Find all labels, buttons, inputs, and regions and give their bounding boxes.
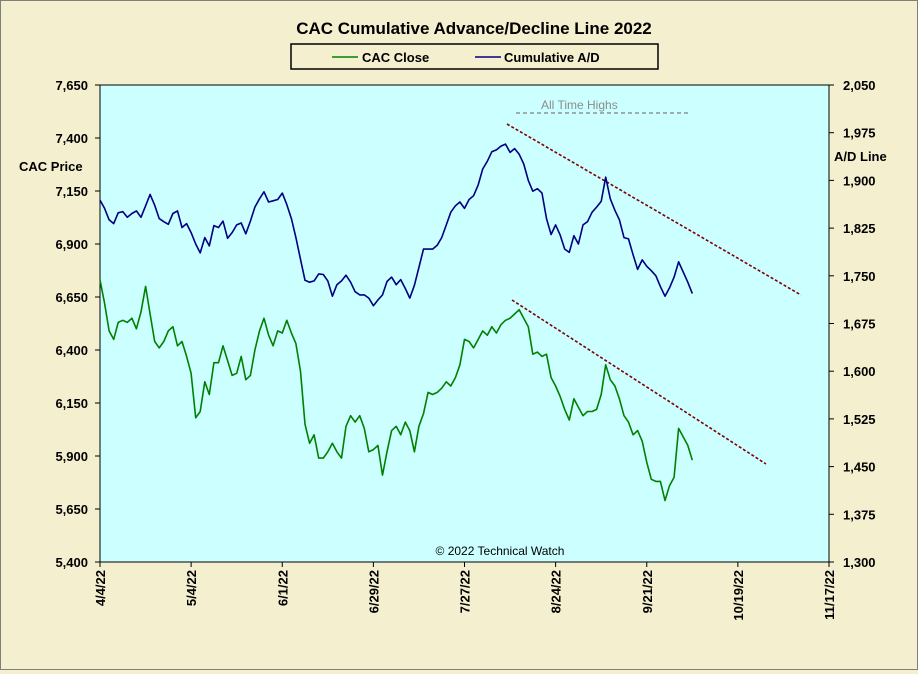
right-tick-label: 1,975: [843, 126, 876, 141]
cac-downtrend-line: [511, 299, 767, 465]
ad-downtrend-line: [506, 123, 802, 296]
x-axis: 4/4/22 5/4/22 6/1/22 6/29/22 7/27/22 8/24/22 9…: [93, 562, 837, 621]
copyright-note: © 2022 Technical Watch: [436, 544, 565, 558]
all-time-highs-label: All Time Highs: [541, 98, 618, 112]
right-tick-label: 1,450: [843, 460, 876, 475]
right-tick-label: 1,750: [843, 269, 876, 284]
left-tick-label: 6,900: [55, 237, 88, 252]
right-tick-label: 1,375: [843, 507, 876, 522]
x-tick-label: 8/24/22: [549, 570, 564, 613]
left-tick-label: 6,650: [55, 290, 88, 305]
x-tick-label: 9/21/22: [640, 570, 655, 613]
plot-area: [99, 84, 830, 563]
x-tick-label: 11/17/22: [822, 570, 837, 620]
right-tick-label: 1,525: [843, 412, 876, 427]
right-axis-label: A/D Line: [834, 149, 887, 164]
right-tick-label: 1,600: [843, 364, 876, 379]
right-tick-label: 1,675: [843, 317, 876, 332]
x-tick-label: 6/29/22: [366, 570, 381, 613]
left-tick-label: 5,400: [55, 555, 88, 570]
x-tick-label: 6/1/22: [275, 570, 290, 606]
right-tick-label: 1,300: [843, 555, 876, 570]
left-tick-label: 7,650: [55, 78, 88, 93]
series-line-cac-close: [99, 279, 694, 502]
left-tick-label: 6,150: [55, 396, 88, 411]
legend: CAC Close Cumulative A/D: [290, 43, 659, 70]
left-tick-label: 5,650: [55, 502, 88, 517]
left-tick-label: 7,150: [55, 184, 88, 199]
left-tick-label: 5,900: [55, 449, 88, 464]
x-tick-label: 5/4/22: [184, 570, 199, 606]
left-axis: 7,650 7,400 7,150 6,900 6,650 6,400 6,150 5,900…: [55, 78, 100, 570]
series-layer: [99, 143, 694, 502]
right-tick-label: 1,900: [843, 173, 876, 188]
right-tick-label: 1,825: [843, 221, 876, 236]
x-tick-label: 7/27/22: [458, 570, 473, 613]
legend-entry-cac-close: CAC Close: [362, 50, 429, 65]
x-tick-label: 10/19/22: [731, 570, 746, 621]
right-tick-label: 2,050: [843, 78, 876, 93]
left-tick-label: 6,400: [55, 343, 88, 358]
left-axis-label: CAC Price: [19, 159, 83, 174]
left-tick-label: 7,400: [55, 131, 88, 146]
right-axis: 2,050 1,975 1,900 1,825 1,750 1,675 1,600 1,525…: [829, 78, 876, 570]
legend-entry-cumulative-ad: Cumulative A/D: [504, 50, 600, 65]
x-tick-label: 4/4/22: [93, 570, 108, 606]
chart-title: CAC Cumulative Advance/Decline Line 2022: [296, 19, 652, 38]
series-line-cumulative-a-d: [99, 143, 694, 307]
